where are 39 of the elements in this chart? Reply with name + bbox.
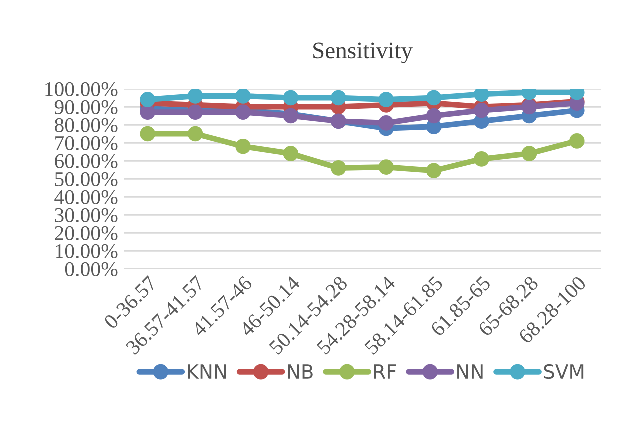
y-tick-label: 0.00% (65, 262, 118, 277)
y-tick-label: 80.00% (55, 118, 118, 133)
legend-label: KNN (188, 364, 226, 379)
point (283, 90, 299, 106)
point (140, 92, 156, 108)
y-tick-label: 100.00% (46, 82, 118, 97)
point (140, 126, 156, 142)
point (378, 160, 394, 175)
point (283, 146, 299, 162)
point (236, 89, 251, 104)
point (426, 108, 442, 124)
point (474, 102, 490, 118)
point (426, 163, 442, 179)
point (522, 146, 538, 162)
y-tick-label: 10.00% (56, 244, 118, 259)
y-tick-label: 40.00% (54, 190, 118, 205)
y-tick-label: 50.00% (55, 172, 118, 187)
point (188, 89, 204, 104)
legend-label: NB (288, 364, 313, 379)
point (570, 134, 585, 149)
legend-label: NN (458, 364, 483, 379)
point (378, 116, 394, 131)
y-tick-label: 60.00% (55, 154, 118, 169)
point (140, 104, 156, 120)
y-tick-label: 20.00% (55, 226, 118, 241)
point (378, 92, 394, 108)
y-tick-label: 70.00% (56, 136, 118, 151)
legend-label: SVM (544, 364, 584, 380)
point (236, 138, 251, 154)
point (474, 89, 490, 102)
y-tick-label: 90.00% (54, 100, 118, 115)
chart-title: Sensitivity (314, 42, 413, 64)
point (188, 126, 204, 142)
legend-label: RF (374, 364, 396, 379)
point (474, 152, 490, 167)
point (331, 160, 346, 176)
point (426, 90, 442, 106)
y-tick-label: 30.00% (55, 208, 118, 223)
point (331, 90, 346, 106)
